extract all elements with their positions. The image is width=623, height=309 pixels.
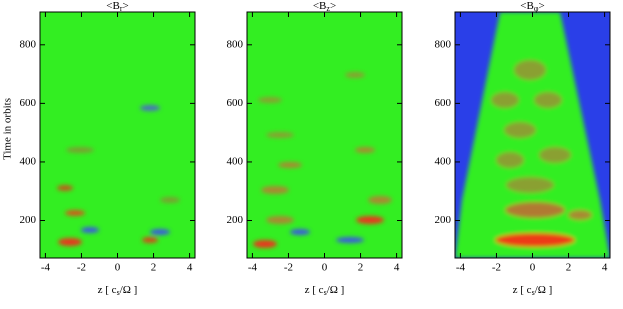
x-tick-label: -2 — [77, 262, 86, 274]
y-tick-label: 800 — [20, 38, 37, 50]
x-tick-label: 4 — [187, 262, 193, 274]
y-tick-label: 600 — [20, 97, 37, 109]
x-axis-label-part: s — [324, 288, 327, 297]
x-tick-label: 2 — [566, 262, 572, 274]
x-axis-label-part: s — [532, 288, 535, 297]
y-tick-label: 200 — [435, 214, 452, 226]
heatmap-image — [455, 12, 610, 258]
panel-title: <Bz> — [313, 0, 336, 13]
x-tick-label: 0 — [322, 262, 328, 274]
x-axis-label-part: z [ c — [513, 284, 532, 296]
panel-title: <Bφ> — [520, 0, 544, 13]
x-tick-label: 0 — [115, 262, 121, 274]
x-axis-label-part: s — [117, 288, 120, 297]
panel-title: <Br> — [106, 0, 128, 13]
x-tick-label: 2 — [358, 262, 364, 274]
panel-title-part: z — [326, 4, 330, 13]
y-tick-label: 800 — [435, 38, 452, 50]
panel-title-part: > — [330, 0, 336, 12]
heatmap-image — [40, 12, 195, 258]
x-axis-label-part: /Ω ] — [535, 284, 553, 296]
panel-title-part: <B — [313, 0, 327, 12]
x-tick-label: -4 — [456, 262, 466, 274]
x-axis-label: z [ cs/Ω ] — [305, 284, 345, 297]
x-axis-label-part: z [ c — [98, 284, 117, 296]
x-tick-label: 4 — [602, 262, 608, 274]
y-tick-label: 200 — [227, 214, 244, 226]
y-tick-label: 800 — [227, 38, 244, 50]
y-tick-label: 400 — [435, 155, 452, 167]
y-tick-label: 400 — [20, 155, 37, 167]
panel-title-part: φ — [534, 4, 539, 13]
x-tick-label: -2 — [284, 262, 293, 274]
x-tick-label: -4 — [41, 262, 51, 274]
panel-title-part: > — [538, 0, 544, 12]
panel-title-part: r — [120, 4, 123, 13]
y-tick-label: 200 — [20, 214, 37, 226]
x-axis-label: z [ cs/Ω ] — [98, 284, 138, 297]
x-tick-label: 4 — [394, 262, 400, 274]
panel-title-part: <B — [106, 0, 120, 12]
panel-title-part: <B — [520, 0, 534, 12]
y-tick-label: 600 — [227, 97, 244, 109]
panel-title-part: > — [123, 0, 129, 12]
x-axis-label-part: z [ c — [305, 284, 324, 296]
y-tick-label: 600 — [435, 97, 452, 109]
x-axis-label: z [ cs/Ω ] — [513, 284, 553, 297]
x-tick-label: 2 — [151, 262, 157, 274]
x-axis-label-part: /Ω ] — [120, 284, 138, 296]
x-tick-label: -4 — [248, 262, 258, 274]
x-tick-label: -2 — [492, 262, 501, 274]
y-tick-label: 400 — [227, 155, 244, 167]
heatmap-image — [247, 12, 402, 258]
y-axis-label: Time in orbits — [2, 98, 14, 160]
x-tick-label: 0 — [530, 262, 536, 274]
x-axis-label-part: /Ω ] — [327, 284, 345, 296]
